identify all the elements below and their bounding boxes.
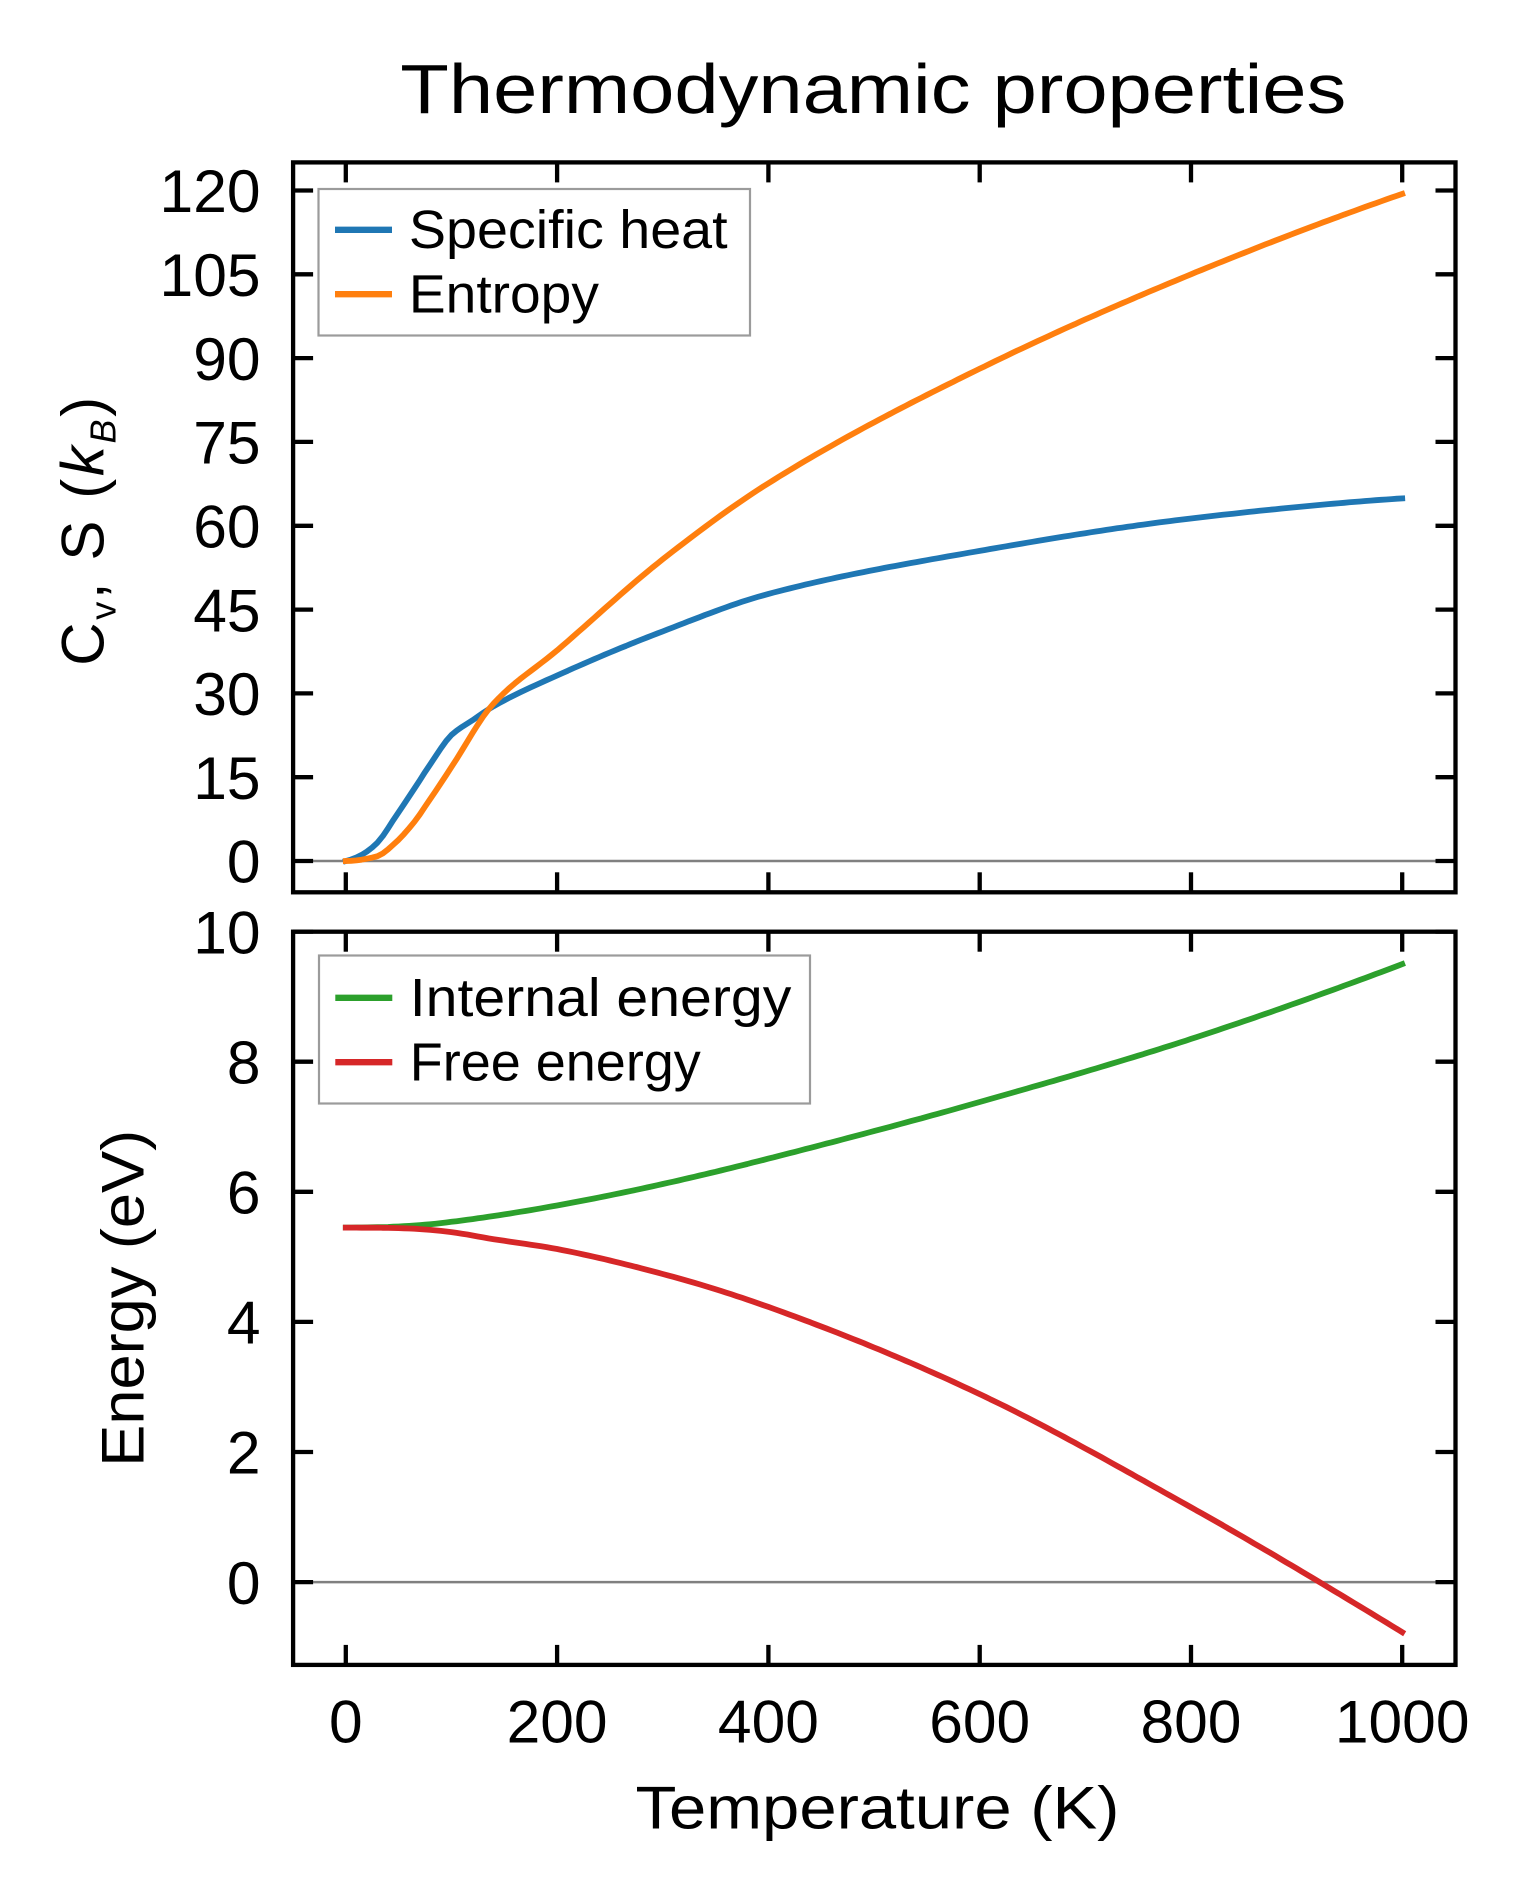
svg-text:1000: 1000 xyxy=(1335,1687,1470,1755)
svg-text:30: 30 xyxy=(193,660,260,728)
svg-text:Temperature (K): Temperature (K) xyxy=(636,1775,1120,1842)
svg-text:2: 2 xyxy=(227,1419,261,1487)
svg-text:Energy (eV): Energy (eV) xyxy=(90,1130,157,1467)
svg-text:0: 0 xyxy=(227,828,261,896)
svg-text:Internal energy: Internal energy xyxy=(410,968,792,1028)
svg-text:400: 400 xyxy=(718,1687,819,1755)
svg-text:Free energy: Free energy xyxy=(410,1032,701,1092)
svg-text:0: 0 xyxy=(227,1549,261,1617)
svg-text:8: 8 xyxy=(227,1028,261,1096)
svg-text:45: 45 xyxy=(193,576,260,644)
svg-text:60: 60 xyxy=(193,493,260,561)
svg-text:Specific heat: Specific heat xyxy=(409,200,728,260)
svg-text:4: 4 xyxy=(227,1289,261,1357)
svg-text:90: 90 xyxy=(193,325,260,393)
svg-text:200: 200 xyxy=(507,1687,608,1755)
svg-text:Entropy: Entropy xyxy=(409,264,599,324)
svg-text:800: 800 xyxy=(1141,1687,1242,1755)
svg-text:105: 105 xyxy=(160,241,261,309)
svg-text:75: 75 xyxy=(193,409,260,477)
svg-text:120: 120 xyxy=(160,157,261,225)
svg-text:10: 10 xyxy=(193,898,260,966)
svg-text:600: 600 xyxy=(929,1687,1030,1755)
svg-text:0: 0 xyxy=(329,1687,363,1755)
svg-text:6: 6 xyxy=(227,1159,261,1227)
svg-text:15: 15 xyxy=(193,744,260,812)
svg-text:Thermodynamic properties: Thermodynamic properties xyxy=(400,50,1346,128)
